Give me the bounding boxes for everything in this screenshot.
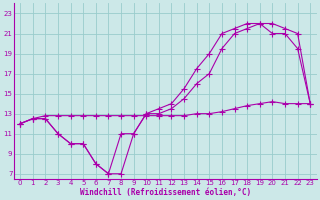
X-axis label: Windchill (Refroidissement éolien,°C): Windchill (Refroidissement éolien,°C) <box>80 188 251 197</box>
